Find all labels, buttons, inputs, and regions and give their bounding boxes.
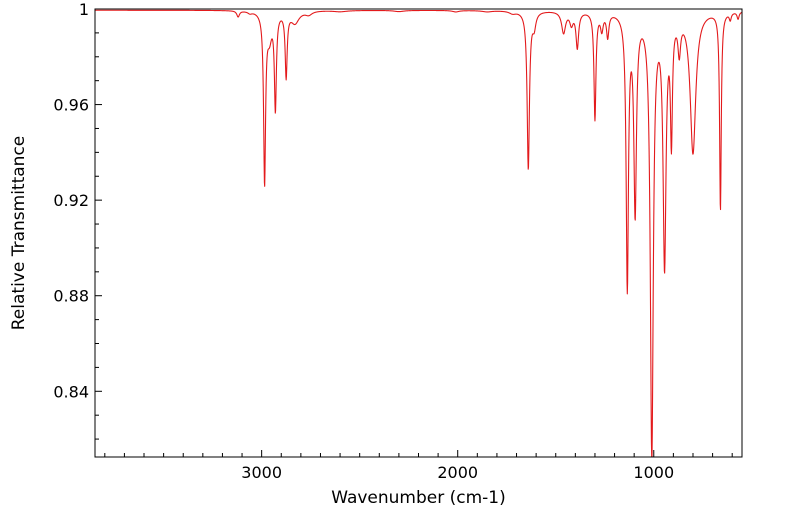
y-tick-label: 0.88 <box>53 287 89 306</box>
x-tick-label: 2000 <box>437 463 478 482</box>
y-tick-label: 1 <box>79 0 89 19</box>
x-axis-title: Wavenumber (cm-1) <box>331 488 506 508</box>
axis-ticks <box>95 8 733 457</box>
y-tick-label: 0.84 <box>53 382 89 401</box>
plot-area <box>95 9 742 457</box>
y-tick-label: 0.96 <box>53 96 89 115</box>
y-axis-title: Relative Transmittance <box>9 136 29 331</box>
axis-tick-labels: 3000 2000 1000 1 0.96 0.92 0.88 0.84 <box>53 0 674 482</box>
x-tick-label: 1000 <box>633 463 674 482</box>
spectrum-line <box>94 9 743 458</box>
x-tick-label: 3000 <box>241 463 282 482</box>
y-tick-label: 0.92 <box>53 191 89 210</box>
